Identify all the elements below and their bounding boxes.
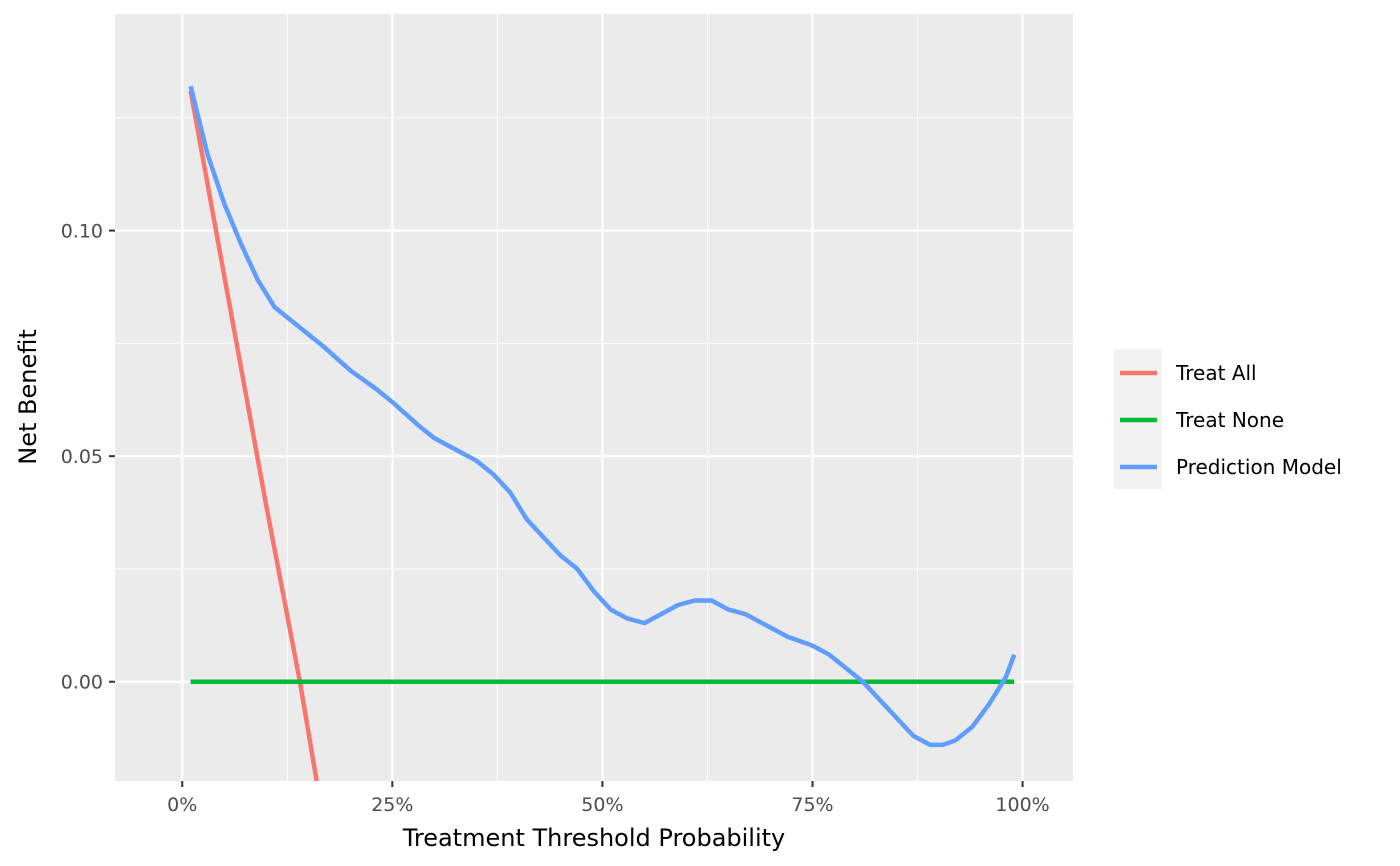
x-axis-title: Treatment Threshold Probability — [402, 824, 786, 852]
y-tick-label: 0.00 — [61, 672, 103, 694]
series-lines — [188, 85, 1017, 781]
x-tick-label: 0% — [167, 794, 197, 816]
series-line-treat-all — [188, 90, 319, 781]
plot-panel — [115, 14, 1073, 781]
y-tick-label: 0.10 — [61, 221, 103, 243]
x-tick-label: 75% — [791, 794, 833, 816]
legend: Treat All Treat None Prediction Model — [1114, 349, 1342, 489]
y-axis-title: Net Benefit — [14, 329, 42, 465]
legend-label-treat-all: Treat All — [1175, 361, 1257, 385]
legend-label-treat-none: Treat None — [1175, 408, 1284, 432]
x-tick-label: 100% — [995, 794, 1049, 816]
axes: 0% 25% 50% 75% 100% 0.00 0.05 0.10 — [61, 221, 1050, 816]
x-tick-label: 25% — [371, 794, 413, 816]
minor-gridlines — [115, 14, 1073, 781]
x-tick-label: 50% — [581, 794, 623, 816]
y-tick-label: 0.05 — [61, 446, 103, 468]
series-line-prediction-model — [188, 85, 1017, 748]
legend-label-prediction-model: Prediction Model — [1176, 455, 1342, 479]
